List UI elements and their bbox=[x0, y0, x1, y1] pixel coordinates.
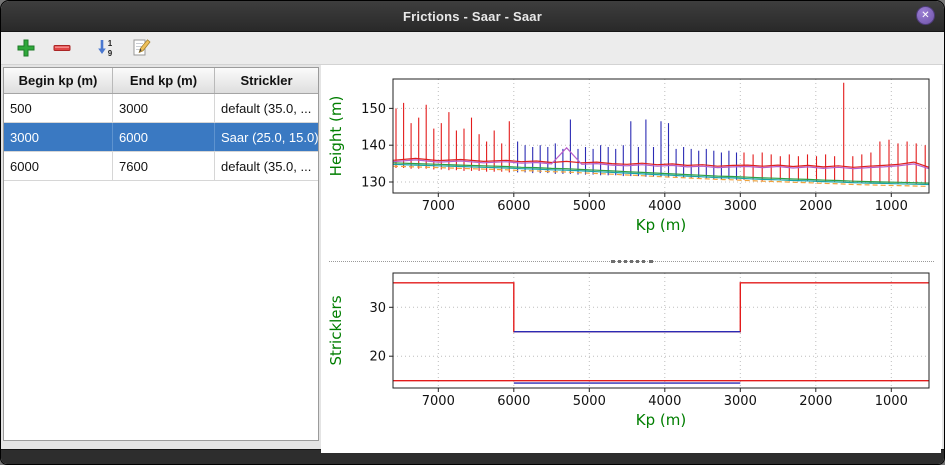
svg-text:150: 150 bbox=[361, 102, 386, 117]
svg-text:1: 1 bbox=[108, 39, 113, 48]
cell-end-kp: 6000 bbox=[113, 123, 215, 151]
svg-text:20: 20 bbox=[369, 350, 386, 365]
table-row[interactable]: 6000 7600 default (35.0, ... bbox=[4, 152, 318, 181]
table-header: Begin kp (m) End kp (m) Strickler bbox=[4, 68, 318, 94]
splitter-handle-icon bbox=[610, 260, 653, 263]
sort-numeric-icon: 1 9 bbox=[98, 39, 113, 58]
svg-text:1000: 1000 bbox=[875, 199, 908, 214]
stricklers-chart: 7000 6000 5000 4000 3000 2000 1000 20 30 Kp (m) St… bbox=[321, 267, 942, 458]
svg-text:6000: 6000 bbox=[497, 199, 530, 214]
svg-text:9: 9 bbox=[108, 49, 113, 58]
column-header-strickler[interactable]: Strickler bbox=[240, 73, 293, 88]
close-button[interactable]: ✕ bbox=[916, 6, 935, 25]
svg-text:30: 30 bbox=[369, 301, 386, 316]
svg-text:3000: 3000 bbox=[724, 394, 757, 409]
remove-row-button[interactable] bbox=[49, 35, 75, 61]
height-profile-chart: 7000 6000 5000 4000 3000 2000 1000 130 140 150 Kp … bbox=[321, 65, 942, 257]
svg-text:6000: 6000 bbox=[497, 394, 530, 409]
add-icon bbox=[17, 39, 35, 57]
svg-text:4000: 4000 bbox=[648, 199, 681, 214]
add-row-button[interactable] bbox=[13, 35, 39, 61]
remove-icon bbox=[53, 45, 71, 51]
close-icon: ✕ bbox=[921, 10, 930, 21]
titlebar[interactable]: Frictions - Saar - Saar ✕ bbox=[1, 1, 944, 32]
window-title: Frictions - Saar - Saar bbox=[403, 8, 542, 24]
edit-icon bbox=[133, 39, 151, 56]
table-row[interactable]: 3000 6000 Saar (25.0, 15.0) bbox=[4, 123, 318, 152]
svg-text:1000: 1000 bbox=[875, 394, 908, 409]
cell-begin-kp: 3000 bbox=[4, 123, 113, 151]
cell-strickler: default (35.0, ... bbox=[221, 158, 312, 174]
cell-end-kp: 3000 bbox=[113, 94, 215, 122]
svg-text:140: 140 bbox=[361, 139, 386, 154]
svg-text:7000: 7000 bbox=[422, 394, 455, 409]
svg-text:2000: 2000 bbox=[799, 394, 832, 409]
svg-text:4000: 4000 bbox=[648, 394, 681, 409]
edit-button[interactable] bbox=[129, 35, 155, 61]
svg-text:Kp (m): Kp (m) bbox=[636, 216, 686, 234]
cell-begin-kp: 6000 bbox=[4, 152, 113, 180]
cell-strickler: default (35.0, ... bbox=[221, 100, 312, 116]
column-header-begin-kp[interactable]: Begin kp (m) bbox=[4, 68, 113, 93]
cell-end-kp: 7600 bbox=[113, 152, 215, 180]
svg-text:130: 130 bbox=[361, 176, 386, 191]
svg-text:Stricklers: Stricklers bbox=[327, 295, 345, 365]
main-content: Begin kp (m) End kp (m) Strickler 500 30… bbox=[1, 65, 944, 453]
svg-text:2000: 2000 bbox=[799, 199, 832, 214]
chart-splitter[interactable] bbox=[321, 257, 942, 267]
column-header-end-kp[interactable]: End kp (m) bbox=[113, 68, 215, 93]
svg-text:5000: 5000 bbox=[573, 394, 606, 409]
charts-panel: 7000 6000 5000 4000 3000 2000 1000 130 140 150 Kp … bbox=[321, 65, 942, 453]
frictions-table: Begin kp (m) End kp (m) Strickler 500 30… bbox=[3, 67, 319, 441]
table-row[interactable]: 500 3000 default (35.0, ... bbox=[4, 94, 318, 123]
cell-strickler: Saar (25.0, 15.0) bbox=[221, 129, 318, 145]
toolbar: 1 9 bbox=[1, 32, 944, 65]
svg-text:3000: 3000 bbox=[724, 199, 757, 214]
cell-begin-kp: 500 bbox=[4, 94, 113, 122]
svg-text:Kp (m): Kp (m) bbox=[636, 411, 686, 429]
svg-text:5000: 5000 bbox=[573, 199, 606, 214]
sort-button[interactable]: 1 9 bbox=[93, 35, 119, 61]
svg-text:7000: 7000 bbox=[422, 199, 455, 214]
svg-text:Height (m): Height (m) bbox=[327, 96, 345, 177]
